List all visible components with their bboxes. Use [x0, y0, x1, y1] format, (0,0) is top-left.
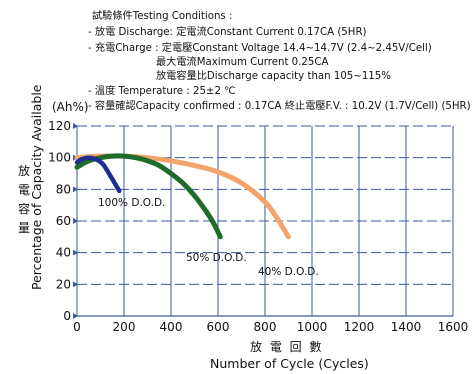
x-tick-label: 200 [113, 320, 136, 334]
y-axis-title: Percentage of Capacity Available [29, 84, 44, 290]
y-tick-label: 20 [56, 277, 71, 291]
testing-conditions: 試驗條件Testing Conditions : - 放電 Discharge:… [88, 9, 471, 112]
x-tick-label: 1600 [438, 320, 469, 334]
y-tick-label: 0 [63, 309, 71, 323]
y-tick-arrow [73, 123, 78, 129]
conditions-max-current: 最大電流Maximum Current 0.25CA [156, 55, 328, 68]
series-line-100-d-o-d [74, 155, 122, 194]
conditions-capacity-confirmed: - 容量確認Capacity confirmed : 0.17CA 終止電壓F.… [88, 99, 471, 112]
x-tick-label: 400 [160, 320, 183, 334]
conditions-temperature: - 溫度 Temperature : 25±2 ℃ [88, 84, 236, 97]
y-axis-cjk-char-4: 量 [18, 221, 32, 235]
y-tick-arrow [73, 218, 78, 224]
y-tick-label: 60 [56, 214, 71, 228]
x-tick-label: 600 [207, 320, 230, 334]
y-axis-cjk-char-3: 容 [18, 201, 32, 216]
conditions-discharge: - 放電 Discharge: 定電流Constant Current 0.17… [88, 25, 367, 38]
y-axis-cjk-char-2: 電 [18, 183, 32, 197]
x-axis-title-cjk: 放 電 回 數 [250, 339, 323, 354]
y-tick-label: 120 [48, 119, 71, 133]
series-label-50-dod: 50% D.O.D. [186, 252, 247, 264]
x-tick-label: 1200 [344, 320, 375, 334]
y-unit-label: (Ah%) [52, 100, 89, 114]
conditions-charge: - 充電Charge : 定電壓Constant Voltage 14.4~14… [88, 41, 432, 54]
y-axis-cjk-char-1: 放 [18, 163, 32, 178]
conditions-heading: 試驗條件Testing Conditions : [92, 9, 232, 22]
series [74, 153, 291, 240]
y-tick-arrow [73, 186, 78, 193]
x-axis-title: Number of Cycle (Cycles) [210, 356, 369, 371]
series-label-100-dod: 100% D.O.D. [98, 197, 165, 209]
x-tick-label: 1400 [391, 320, 422, 334]
x-tick-label: 1000 [297, 320, 328, 334]
x-tick-label: 800 [254, 320, 277, 334]
tick-labels: 0 200 400 600 800 1000 1200 1400 1600 0 20 40 60 80 10… [48, 119, 468, 334]
conditions-capacity-ratio: 放電容量比Discharge capacity than 105~115% [156, 69, 391, 82]
y-tick-label: 80 [56, 182, 71, 196]
y-tick-arrow [73, 249, 78, 256]
x-tick-label: 0 [73, 320, 81, 334]
series-label-40-dod: 40% D.O.D. [258, 266, 319, 278]
y-tick-label: 40 [56, 246, 71, 260]
y-tick-arrow [73, 313, 78, 319]
grid [73, 123, 454, 319]
series-line-50-d-o-d [74, 153, 223, 240]
y-axis-title-cjk-group: 放 電 容 量 [18, 163, 32, 235]
y-tick-label: 100 [48, 151, 71, 165]
y-tick-arrow [73, 281, 78, 288]
